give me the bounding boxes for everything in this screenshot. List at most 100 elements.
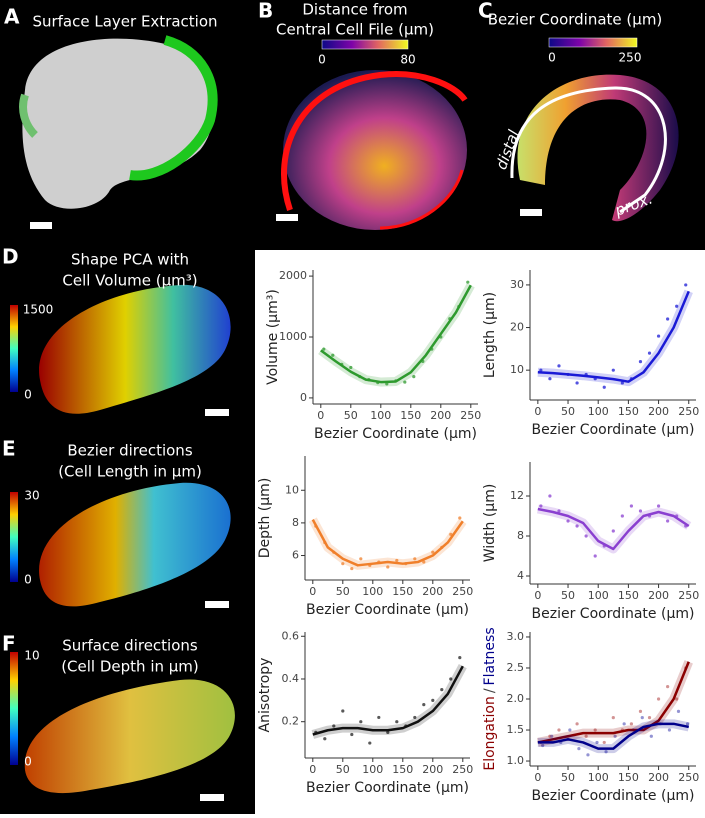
x-tick-label: 50 <box>344 409 358 422</box>
data-point <box>395 720 399 724</box>
x-tick-label: 250 <box>678 771 699 784</box>
x-tick-label: 250 <box>460 409 481 422</box>
panel-title: Surface directions <box>62 637 198 655</box>
panel-title: Bezier directions <box>67 442 192 460</box>
colorbar-tick-label: 0 <box>24 755 32 769</box>
x-tick-label: 100 <box>588 589 609 602</box>
data-point <box>629 504 634 508</box>
data-point <box>666 519 670 523</box>
panel-title: Shape PCA with <box>71 251 189 269</box>
data-point <box>548 494 552 498</box>
data-point <box>539 504 543 508</box>
data-point <box>640 716 644 720</box>
data-point <box>584 734 588 738</box>
x-tick-label: 0 <box>534 405 541 418</box>
data-point <box>684 283 688 287</box>
panel-title: Bezier Coordinate (μm) <box>488 11 663 29</box>
panel-letter: B <box>258 0 273 23</box>
colorbar-tick-label: 80 <box>400 53 415 67</box>
x-tick-label: 50 <box>561 771 575 784</box>
x-axis-label: Bezier Coordinate (μm) <box>314 426 477 442</box>
plot-area <box>537 283 693 389</box>
data-point <box>611 529 615 533</box>
panel-letter: E <box>2 437 16 461</box>
fit-line <box>312 665 464 736</box>
data-point <box>675 304 679 308</box>
x-axis-label: Bezier Coordinate (μm) <box>532 788 695 804</box>
x-tick-label: 150 <box>618 405 639 418</box>
x-axis-label: Bezier Coordinate (μm) <box>306 602 469 618</box>
y-axis-label: Depth (μm) <box>257 478 273 559</box>
fit-line <box>537 290 690 383</box>
panel-title: Central Cell File (μm) <box>276 21 434 39</box>
y-tick-label: 2000 <box>279 269 307 282</box>
panel-title: Cell Volume (μm³) <box>62 272 197 290</box>
data-point <box>359 720 363 724</box>
x-tick-label: 200 <box>648 771 669 784</box>
data-point <box>412 374 416 379</box>
data-point <box>638 360 643 364</box>
data-point <box>431 550 435 554</box>
colorbar-tick-label: 10 <box>24 649 39 663</box>
y-tick-label: 8 <box>517 529 524 542</box>
y-tick-label: 2.0 <box>507 692 525 705</box>
data-point <box>575 524 579 528</box>
data-point <box>575 722 579 726</box>
panel-f-render <box>10 652 235 801</box>
x-tick-label: 200 <box>422 585 443 598</box>
data-point <box>350 566 354 571</box>
colorbar-tick-label: 0 <box>24 388 32 402</box>
panel-letter: G <box>260 257 276 281</box>
x-tick-label: 50 <box>561 589 575 602</box>
x-tick-label: 0 <box>309 763 316 776</box>
data-point <box>349 365 353 370</box>
data-point <box>629 722 634 726</box>
x-tick-label: 100 <box>362 763 383 776</box>
data-point <box>557 509 561 513</box>
data-point <box>566 519 570 523</box>
panel-letter: A <box>4 5 20 29</box>
fit-line <box>537 661 690 744</box>
fit-line <box>537 507 690 551</box>
data-point <box>541 743 545 748</box>
y-axis-label: Length (μm) <box>482 292 498 378</box>
y-tick-label: 0.4 <box>282 672 300 685</box>
fit-line <box>320 284 472 384</box>
y-tick-label: 0.2 <box>282 715 300 728</box>
x-tick-label: 100 <box>362 585 383 598</box>
data-point <box>656 334 661 338</box>
data-point <box>620 381 624 385</box>
panel-title: (Cell Depth in μm) <box>61 658 199 676</box>
data-point <box>622 722 626 726</box>
data-point <box>403 380 407 384</box>
y-tick-label: 1.0 <box>507 754 525 767</box>
panel-a-render <box>19 35 218 229</box>
data-point <box>638 509 643 513</box>
data-point <box>359 557 363 561</box>
fit-line <box>311 519 464 567</box>
data-point <box>440 688 444 692</box>
data-point <box>675 697 679 701</box>
y-tick-label: 1.5 <box>507 723 525 736</box>
data-point <box>422 703 426 707</box>
x-tick-label: 200 <box>422 763 443 776</box>
plot-area <box>318 280 475 387</box>
x-tick-label: 150 <box>618 771 639 784</box>
data-point <box>458 656 462 660</box>
y-axis-label: Width (μm) <box>482 484 498 563</box>
data-point <box>575 381 579 385</box>
data-point <box>466 280 470 284</box>
panel-e-render <box>10 482 231 608</box>
data-point <box>577 747 581 751</box>
data-point <box>584 534 588 538</box>
data-point <box>593 554 597 558</box>
x-tick-label: 100 <box>588 405 609 418</box>
data-point <box>322 347 326 351</box>
x-tick-label: 50 <box>336 585 350 598</box>
x-tick-label: 150 <box>392 585 413 598</box>
y-tick-label: 0.6 <box>282 629 300 642</box>
data-point <box>666 684 670 689</box>
x-tick-label: 50 <box>561 405 575 418</box>
x-axis-label: Bezier Coordinate (μm) <box>532 422 695 438</box>
panel-d-render <box>10 284 231 416</box>
